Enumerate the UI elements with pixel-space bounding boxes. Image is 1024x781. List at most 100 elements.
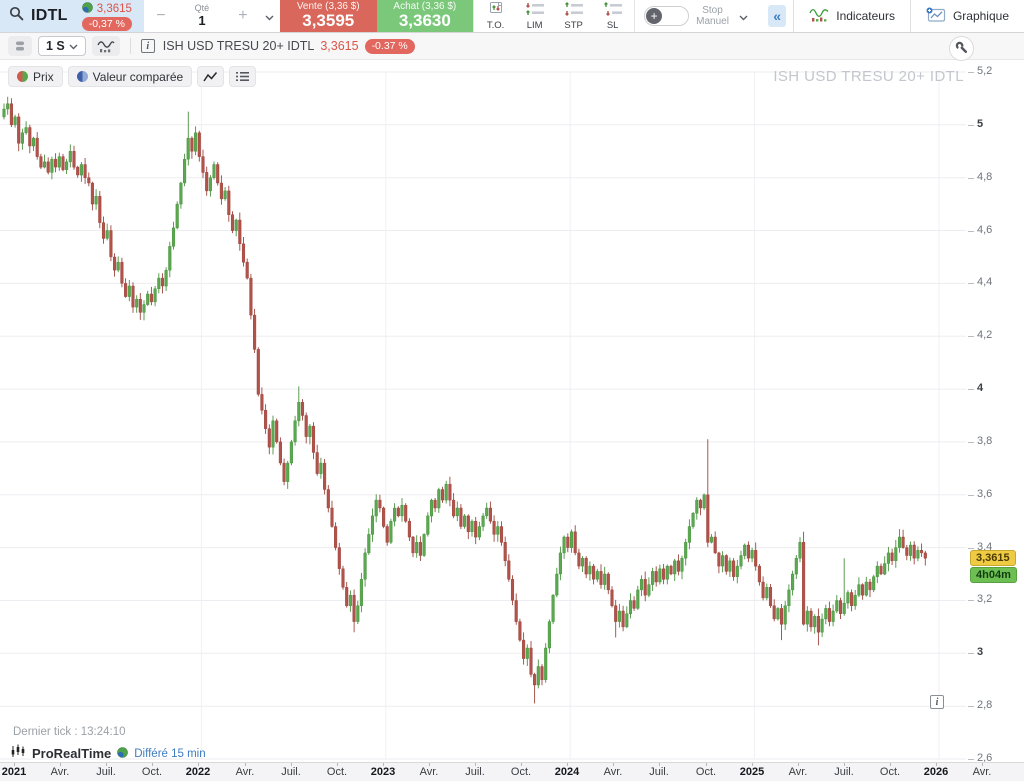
time-axis-tick [844, 763, 845, 766]
list-icon [236, 72, 250, 81]
divider [909, 0, 911, 32]
price-axis-tick [968, 600, 974, 601]
price-axis-label: 4,8 [977, 171, 993, 183]
list-view-button[interactable] [229, 66, 257, 87]
time-axis[interactable]: 2021 Avr. Juil. Oct. 2022 Avr. Juil. Oct. 2023 Av… [0, 762, 1024, 781]
order-type-label: LIM [526, 19, 543, 31]
price-axis-tick [968, 759, 974, 760]
instrument-selector[interactable]: IDTL [0, 0, 80, 32]
limit-order-icon [524, 2, 546, 19]
price-axis-label: 4,4 [977, 276, 993, 288]
indicators-label: Indicateurs [836, 9, 895, 23]
quantity-section: − Qté 1 + [144, 0, 280, 32]
search-icon [9, 6, 24, 26]
time-axis-tick [245, 763, 246, 766]
order-type-buttons: T.O. LIM STP SL [473, 0, 634, 32]
chart-info-icon[interactable]: i [930, 695, 944, 709]
manual-stop-dropdown[interactable] [736, 0, 752, 32]
time-axis-label: Oct. [879, 766, 901, 778]
quantity-field[interactable]: Qté 1 [178, 2, 226, 28]
price-axis-tick [968, 283, 974, 284]
timeframe-selector[interactable]: 1 S [38, 36, 86, 56]
compare-series-icon [76, 71, 88, 82]
order-type-label: SL [606, 19, 619, 31]
drag-handle[interactable] [8, 36, 32, 56]
time-axis-label: Avr. [972, 766, 992, 778]
delayed-data-link[interactable]: Différé 15 min [134, 747, 206, 760]
time-axis-tick [106, 763, 107, 766]
chart-window-icon [926, 7, 946, 25]
manual-stop-toggle[interactable]: + [644, 6, 690, 26]
price-series-icon [17, 71, 28, 82]
time-axis-tick [706, 763, 707, 766]
time-axis-tick [890, 763, 891, 766]
chart-style-icon [97, 41, 115, 53]
time-axis-tick [659, 763, 660, 766]
time-axis-tick [429, 763, 430, 766]
order-type-stp-button[interactable]: STP [554, 0, 593, 32]
price-axis-tick [968, 336, 974, 337]
order-type-lim-button[interactable]: LIM [515, 0, 554, 32]
plus-icon: + [646, 8, 663, 24]
order-ticket-icon [486, 1, 506, 19]
time-axis-tick [613, 763, 614, 766]
order-type-label: STP [564, 19, 583, 31]
chevron-down-icon [69, 39, 78, 53]
chart-instrument-price: 3,3615 [320, 39, 359, 53]
instrument-watermark: ISH USD TRESU 20+ IDTL [773, 68, 964, 85]
instrument-info-icon[interactable]: i [140, 39, 155, 53]
price-axis[interactable]: 5,2 5 4,8 4,6 4,4 4,2 4 3,8 3,6 3,4 3,2 3 2,8 2,6 3,36… [968, 61, 1024, 764]
order-type-to-button[interactable]: T.O. [476, 0, 515, 32]
price-axis-tick [968, 548, 974, 549]
price-axis-label: 3,6 [977, 488, 993, 500]
time-axis-tick [567, 763, 568, 766]
quantity-increase-button[interactable]: + [226, 0, 260, 32]
price-series-chip[interactable]: Prix [8, 66, 63, 87]
compare-series-label: Valeur comparée [92, 69, 184, 84]
time-axis-tick [152, 763, 153, 766]
chart-style-button[interactable] [91, 36, 120, 56]
price-axis-tick [968, 389, 974, 390]
quantity-decrease-button[interactable]: − [144, 0, 178, 32]
brand-name: ProRealTime [32, 746, 112, 761]
chart-button[interactable]: Graphique [911, 0, 1024, 32]
timeframe-value: 1 S [46, 39, 65, 53]
line-tool-button[interactable] [197, 66, 225, 87]
time-axis-label: 2022 [185, 766, 211, 778]
price-axis-label: 4,6 [977, 224, 993, 236]
time-axis-tick [936, 763, 937, 766]
buy-button[interactable]: Achat (3,36 $) 3,3630 [376, 0, 474, 32]
compare-series-chip[interactable]: Valeur comparée [67, 66, 193, 87]
order-type-sl-button[interactable]: SL [593, 0, 632, 32]
price-axis-tick [968, 442, 974, 443]
time-axis-label: Juil. [834, 766, 854, 778]
line-chart-icon [203, 71, 218, 81]
last-price-badge: 3,3615 [970, 550, 1016, 566]
price-chart[interactable] [0, 61, 970, 762]
chart-change-badge: -0.37 % [364, 38, 415, 54]
globe-icon [117, 745, 129, 763]
time-axis-tick [291, 763, 292, 766]
symbol-label: IDTL [31, 7, 68, 24]
price-axis-tick [968, 231, 974, 232]
price-axis-tick [968, 178, 974, 179]
time-axis-label: 2026 [923, 766, 949, 778]
top-toolbar: IDTL 3,3615 -0,37 % − Qté 1 + Vente (3,3… [0, 0, 1024, 33]
time-axis-label: Oct. [695, 766, 717, 778]
indicators-icon [809, 7, 829, 25]
quantity-label: Qté [194, 2, 210, 13]
sell-button[interactable]: Vente (3,36 $) 3,3595 [279, 0, 377, 32]
time-axis-label: Juil. [281, 766, 301, 778]
time-axis-tick [982, 763, 983, 766]
time-axis-tick [337, 763, 338, 766]
collapse-panel-button[interactable]: « [767, 5, 787, 27]
quantity-dropdown[interactable] [260, 0, 280, 32]
toolbar-right-group: Indicateurs Graphique [793, 0, 1024, 32]
chevron-down-icon [265, 9, 274, 24]
stop-order-icon [563, 1, 585, 19]
chart-settings-button[interactable] [949, 36, 974, 61]
time-axis-label: 2023 [370, 766, 396, 778]
price-axis-tick [968, 706, 974, 707]
indicators-button[interactable]: Indicateurs [794, 0, 910, 32]
